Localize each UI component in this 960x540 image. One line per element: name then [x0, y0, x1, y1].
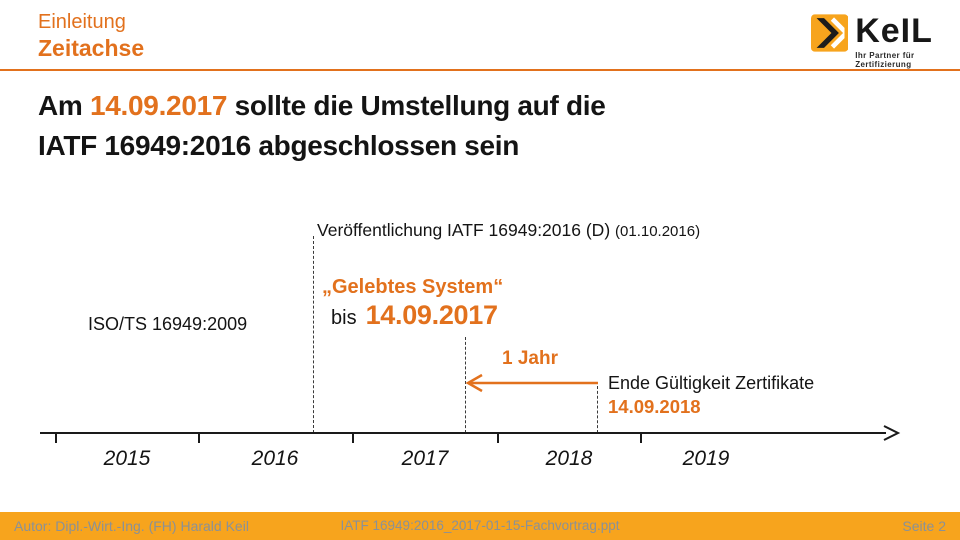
footer-author: Autor: Dipl.-Wirt.-Ing. (FH) Harald Keil [14, 518, 249, 534]
headline-line2: IATF 16949:2016 abgeschlossen sein [38, 130, 520, 161]
axis-year-label: 2016 [251, 447, 299, 470]
lived-system-deadline: bis 14.09.2017 [331, 300, 498, 331]
lived-system-date: 14.09.2017 [365, 300, 498, 330]
breadcrumb: Einleitung [38, 11, 126, 33]
footer-bar: IATF 16949:2016_2017-01-15-Fachvortrag.p… [0, 512, 960, 540]
one-year-arrow-icon [465, 373, 598, 393]
axis-year-label: 2015 [103, 447, 151, 470]
logo-wordmark: KeIL [855, 12, 933, 50]
publication-label: Veröffentlichung IATF 16949:2016 (D) (01… [317, 220, 700, 241]
axis-tick [55, 432, 57, 443]
logo-tagline: Ihr Partner für Zertifizierung [855, 51, 915, 69]
one-year-label: 1 Jahr [502, 348, 558, 369]
headline-date-highlight: 14.09.2017 [90, 90, 228, 121]
axis-arrowhead-icon [883, 425, 901, 441]
lived-system-bis: bis [331, 307, 357, 329]
header-divider [0, 69, 960, 71]
slide-headline: Am 14.09.2017 sollte die Umstellung auf … [38, 86, 738, 166]
time-axis [40, 432, 886, 434]
keil-logo: KeIL Ihr Partner für Zertifizierung [811, 12, 960, 69]
keil-chevron-icon [811, 14, 849, 52]
cert-end-label: Ende Gültigkeit Zertifikate [608, 373, 815, 393]
page-title: Zeitachse [38, 35, 145, 61]
axis-year-label: 2018 [545, 447, 593, 470]
axis-year-label: 2017 [401, 447, 449, 470]
cert-end-date: 14.09.2018 [608, 396, 701, 417]
footer-filename: IATF 16949:2016_2017-01-15-Fachvortrag.p… [340, 518, 620, 533]
dashed-line-publication [313, 236, 314, 433]
headline-pre: Am [38, 90, 90, 121]
axis-tick [198, 432, 200, 443]
dashed-line-2017 [465, 337, 466, 433]
logo-text-block: KeIL Ihr Partner für Zertifizierung [855, 12, 960, 69]
publication-text: Veröffentlichung IATF 16949:2016 (D) [317, 220, 616, 240]
iso-ts-label: ISO/TS 16949:2009 [88, 314, 248, 334]
axis-tick [352, 432, 354, 443]
dashed-line-2018 [597, 386, 598, 433]
axis-year-label: 2019 [682, 447, 730, 470]
axis-tick [640, 432, 642, 443]
publication-date: (01.10.2016) [615, 223, 701, 240]
headline-post: sollte die Umstellung auf die [227, 90, 606, 121]
lived-system-quote: „Gelebtes System“ [322, 276, 504, 298]
footer-page-number: Seite 2 [902, 518, 946, 534]
axis-tick [497, 432, 499, 443]
